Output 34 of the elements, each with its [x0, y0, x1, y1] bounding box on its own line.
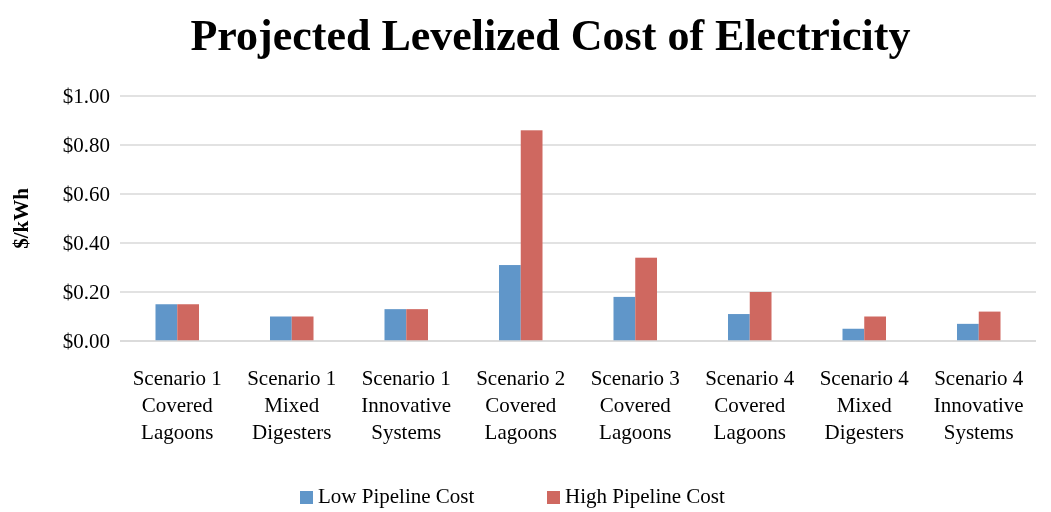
- x-tick-label: Scenario 1 Covered Lagoons: [132, 366, 222, 444]
- y-tick-label: $0.00: [62, 329, 110, 354]
- bar: [291, 316, 314, 341]
- bar: [749, 292, 772, 341]
- bar: [728, 314, 750, 341]
- y-tick-label: $0.40: [62, 231, 110, 256]
- bar: [613, 296, 636, 341]
- legend-label: High Pipeline Cost: [565, 484, 725, 508]
- x-tick-label: Scenario 1 Innovative Systems: [361, 366, 452, 444]
- bar: [499, 265, 521, 341]
- bar: [520, 130, 543, 341]
- bar: [864, 316, 887, 341]
- y-axis-title: $/kWh: [9, 187, 33, 249]
- legend-label: Low Pipeline Cost: [318, 484, 475, 508]
- chart-title: Projected Levelized Cost of Electricity: [190, 11, 911, 60]
- x-tick-label: Scenario 4 Mixed Digesters: [819, 366, 910, 444]
- y-tick-label: $0.60: [62, 182, 110, 207]
- x-tick-label: Scenario 1 Mixed Digesters: [247, 366, 337, 444]
- bar: [978, 311, 1001, 341]
- x-tick-label: Scenario 3 Covered Lagoons: [590, 366, 680, 444]
- bar: [384, 309, 407, 341]
- bar: [635, 257, 658, 341]
- y-tick-label: $0.80: [62, 133, 110, 158]
- y-tick-label: $1.00: [62, 84, 110, 109]
- bar: [155, 304, 178, 341]
- bar: [406, 309, 429, 341]
- bar: [270, 316, 292, 341]
- y-tick-label: $0.20: [62, 280, 110, 305]
- bar: [842, 328, 865, 341]
- bar: [957, 323, 979, 341]
- x-tick-label: Scenario 4 Innovative Systems: [933, 366, 1024, 444]
- x-tick-label: Scenario 4 Covered Lagoons: [705, 366, 795, 444]
- x-tick-label: Scenario 2 Covered Lagoons: [476, 366, 566, 444]
- bar: [177, 304, 200, 341]
